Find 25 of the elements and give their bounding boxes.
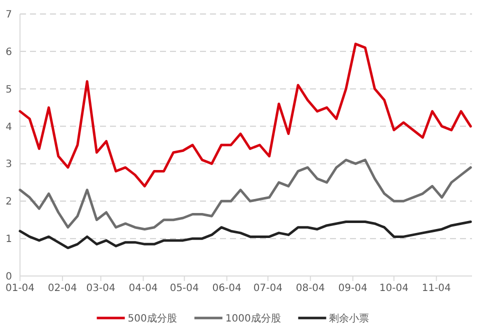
line-series (18, 42, 472, 188)
x-tick-label: 06-04 (212, 283, 242, 294)
legend-label: 500成分股 (128, 312, 177, 324)
legend-label: 剩余小票 (329, 312, 370, 324)
y-tick-label: 7 (6, 10, 12, 20)
y-tick-label: 1 (6, 234, 12, 246)
x-tick-label: 11-04 (422, 283, 451, 294)
x-tick-label: 08-04 (296, 283, 325, 294)
line-series (18, 158, 472, 230)
x-tick-label: 03-04 (86, 283, 116, 294)
legend-label: 1000成分股 (225, 312, 281, 324)
y-tick-label: 5 (6, 84, 12, 96)
y-tick-label: 6 (6, 46, 12, 58)
y-tick-label: 0 (6, 272, 12, 282)
y-tick-label: 3 (6, 159, 12, 170)
x-tick-label: 04-04 (128, 283, 158, 294)
x-tick-label: 05-04 (170, 283, 199, 294)
x-tick-label: 07-04 (253, 283, 282, 294)
x-tick-label: 10-04 (379, 283, 408, 294)
x-tick-label: 09-04 (338, 283, 368, 294)
line-series (18, 220, 472, 250)
x-tick-label: 01-04 (5, 283, 35, 294)
x-tick-label: 02-04 (48, 283, 77, 294)
y-tick-label: 2 (6, 196, 12, 208)
y-tick-label: 4 (6, 122, 12, 133)
